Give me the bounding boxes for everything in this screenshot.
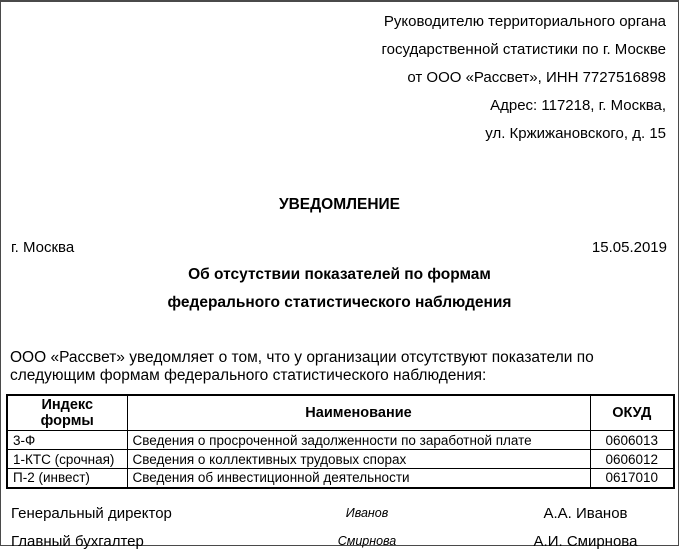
table-row: 3-Ф Сведения о просроченной задолженност… xyxy=(6,430,675,450)
header-form-index: Индекс формы xyxy=(6,394,128,431)
table-header-row: Индекс формы Наименование ОКУД xyxy=(6,394,675,431)
subtitle-line: Об отсутствии показателей по формам xyxy=(188,266,491,283)
body-paragraph: ООО «Рассвет» уведомляет о том, что у ор… xyxy=(10,349,594,384)
document-city: г. Москва xyxy=(11,239,75,256)
signature-row-director: Генеральный директор Иванов А.А. Иванов xyxy=(1,499,678,527)
addressee-line: от ООО «Рассвет», ИНН 7727516898 xyxy=(407,69,666,86)
table-row: П-2 (инвест) Сведения об инвестиционной … xyxy=(6,468,675,488)
subtitle-line: федерального статистического наблюдения xyxy=(167,294,512,311)
cell-okud: 0606013 xyxy=(589,430,675,450)
addressee-block: Руководителю территориального органа гос… xyxy=(201,8,666,148)
handwritten-signature: Иванов xyxy=(345,506,389,520)
signature-position: Главный бухгалтер xyxy=(11,532,144,550)
place-date-row: г. Москва 15.05.2019 xyxy=(11,239,667,256)
cell-name: Сведения о просроченной задолженности по… xyxy=(126,430,591,450)
cell-okud: 0606012 xyxy=(589,449,675,469)
handwritten-signature: Смирнова xyxy=(337,534,397,548)
signature-name: А.И. Смирнова xyxy=(533,532,638,550)
document-date: 15.05.2019 xyxy=(591,239,667,256)
addressee-line: государственной статистики по г. Москве xyxy=(381,41,666,58)
signature-name: А.А. Иванов xyxy=(543,504,628,522)
header-name: Наименование xyxy=(126,394,591,431)
cell-form-index: 3-Ф xyxy=(6,430,128,450)
cell-form-index: 1-КТС (срочная) xyxy=(6,449,128,469)
addressee-line: Руководителю территориального органа xyxy=(383,13,666,30)
cell-name: Сведения о коллективных трудовых спорах xyxy=(126,449,591,469)
signatures-block: Генеральный директор Иванов А.А. Иванов … xyxy=(1,499,678,555)
cell-okud: 0617010 xyxy=(589,468,675,488)
addressee-line: Адрес: 117218, г. Москва, xyxy=(490,97,666,114)
header-okud: ОКУД xyxy=(589,394,675,431)
cell-name: Сведения об инвестиционной деятельности xyxy=(126,468,591,488)
forms-table: Индекс формы Наименование ОКУД 3-Ф Сведе… xyxy=(6,394,675,489)
signature-row-accountant: Главный бухгалтер Смирнова А.И. Смирнова xyxy=(1,527,678,555)
cell-form-index: П-2 (инвест) xyxy=(6,468,128,488)
addressee-line: ул. Кржижановского, д. 15 xyxy=(485,125,666,142)
signature-position: Генеральный директор xyxy=(11,504,172,522)
document-title: УВЕДОМЛЕНИЕ xyxy=(278,196,401,213)
table-row: 1-КТС (срочная) Сведения о коллективных … xyxy=(6,449,675,469)
document-subtitle: Об отсутствии показателей по формам феде… xyxy=(1,261,678,317)
